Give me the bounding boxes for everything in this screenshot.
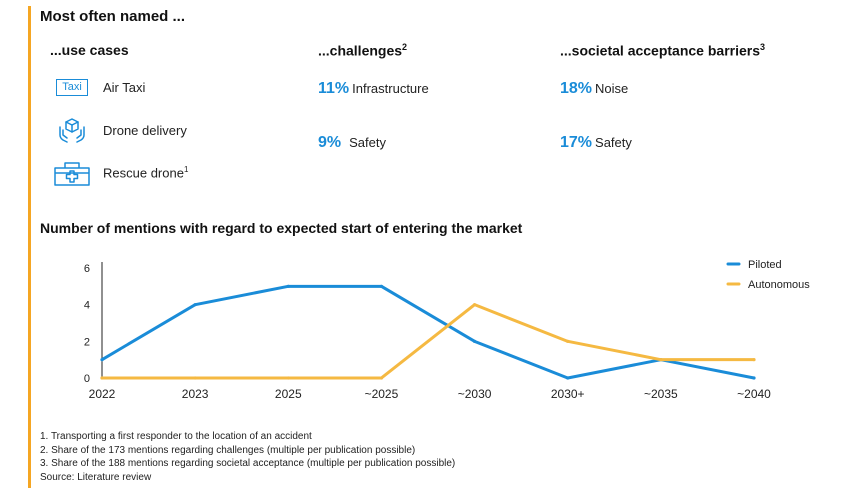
stat-label: Infrastructure — [352, 81, 429, 96]
stat-percentage: 18% — [560, 80, 593, 97]
footnotes: 1. Transporting a first responder to the… — [40, 430, 455, 484]
acceptance-stat-safety: 17% Safety — [560, 134, 632, 152]
taxi-sign-icon: Taxi — [50, 73, 94, 101]
data-point-piloted — [379, 284, 384, 288]
stat-label: Safety — [349, 135, 386, 150]
x-tick-label: ~2030 — [458, 387, 492, 401]
section-title: Most often named ... — [40, 8, 186, 25]
y-tick-label: 0 — [84, 373, 90, 385]
rescue-footnote-ref: 1 — [183, 165, 189, 175]
data-point-piloted — [472, 339, 477, 343]
data-point-autonomous — [472, 303, 477, 307]
source-note: Source: Literature review — [40, 471, 152, 483]
footnote-2: 2. Share of the 173 mentions regarding c… — [40, 444, 416, 456]
challenge-stat-safety: 9% Safety — [318, 134, 386, 152]
package-in-hands-icon — [50, 116, 94, 144]
data-point-autonomous — [659, 358, 663, 362]
acceptance-stat-noise: 18% Noise — [560, 80, 628, 98]
data-point-piloted — [286, 284, 290, 288]
stat-label: Noise — [595, 81, 629, 96]
x-tick-label: ~2035 — [644, 387, 678, 401]
challenges-heading: ...challenges2 — [318, 42, 408, 59]
y-tick-label: 6 — [84, 263, 90, 275]
use-case-air-taxi: Taxi Air Taxi — [50, 73, 145, 101]
acceptance-footnote-ref: 3 — [760, 42, 766, 52]
x-tick-label: 2025 — [275, 387, 302, 401]
footnote-3: 3. Share of the 188 mentions regarding s… — [40, 458, 456, 469]
data-point-piloted — [752, 376, 756, 380]
data-point-autonomous — [752, 358, 756, 362]
stat-label: Safety — [595, 135, 632, 150]
medical-case-icon — [50, 159, 94, 187]
data-point-autonomous — [193, 376, 197, 380]
stat-percentage: 9% — [318, 134, 342, 151]
series-line-piloted — [100, 284, 756, 380]
series-line-autonomous — [100, 303, 756, 380]
x-tick-label: ~2040 — [737, 387, 771, 401]
use-case-drone-delivery: Drone delivery — [50, 116, 187, 144]
x-tick-label: 2030+ — [551, 387, 585, 401]
use-case-rescue-drone: Rescue drone1 — [50, 159, 188, 187]
taxi-badge-text: Taxi — [56, 78, 88, 96]
stat-percentage: 11% — [318, 80, 350, 97]
data-point-autonomous — [566, 339, 570, 343]
chart-title: Number of mentions with regard to expect… — [40, 220, 523, 236]
use-cases-heading: ...use cases — [50, 42, 129, 58]
challenge-stat-infrastructure: 11% Infrastructure — [318, 80, 429, 98]
data-point-autonomous — [100, 376, 104, 380]
legend-label-autonomous: Autonomous — [748, 279, 810, 291]
y-tick-label: 4 — [84, 300, 90, 312]
use-case-label: Air Taxi — [103, 79, 146, 95]
x-tick-label: 2023 — [182, 387, 209, 401]
stat-percentage: 17% — [560, 134, 593, 151]
challenges-footnote-ref: 2 — [402, 42, 408, 52]
acceptance-heading: ...societal acceptance barriers3 — [560, 42, 766, 59]
y-tick-label: 2 — [84, 336, 90, 348]
x-tick-label: ~2025 — [365, 387, 399, 401]
data-point-autonomous — [286, 376, 290, 380]
x-tick-label: 2022 — [89, 387, 116, 401]
use-case-label: Rescue drone1 — [103, 165, 189, 181]
footnote-1: 1. Transporting a first responder to the… — [40, 431, 312, 442]
legend-label-piloted: Piloted — [748, 259, 782, 271]
accent-bar — [28, 6, 31, 488]
use-case-label: Drone delivery — [103, 122, 187, 138]
data-point-piloted — [193, 303, 197, 307]
data-point-piloted — [100, 358, 104, 362]
data-point-autonomous — [379, 376, 384, 380]
data-point-piloted — [566, 376, 570, 380]
